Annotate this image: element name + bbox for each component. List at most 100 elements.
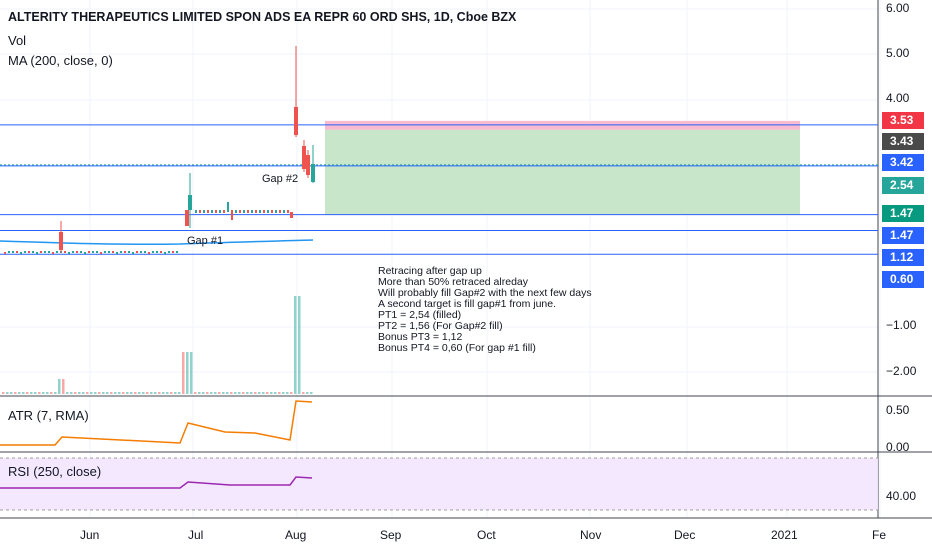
candle <box>267 210 269 213</box>
price-tag-stop: 3.53 <box>882 112 924 129</box>
candle <box>116 252 118 254</box>
candle <box>124 251 126 253</box>
candle <box>20 252 22 254</box>
candle <box>271 210 273 213</box>
candle <box>219 210 221 213</box>
rsi-axis-label: 40.00 <box>886 489 917 503</box>
volume-bar <box>34 392 37 394</box>
price-tag-level: 3.42 <box>882 154 924 171</box>
candle <box>136 251 138 253</box>
price-tag-level: 0.60 <box>882 271 924 288</box>
volume-bar <box>62 379 65 394</box>
volume-indicator-label[interactable]: Vol <box>8 33 27 48</box>
time-axis-label: Oct <box>477 528 496 542</box>
volume-bar <box>38 392 41 394</box>
volume-bar <box>246 392 249 394</box>
candle <box>247 210 249 213</box>
candle <box>259 210 261 213</box>
candle <box>199 210 201 213</box>
atr-axis-label: 0.00 <box>886 440 910 454</box>
volume-bar <box>254 392 257 394</box>
candle <box>164 252 166 254</box>
time-axis-label: 2021 <box>771 528 798 542</box>
volume-bar <box>162 392 165 394</box>
volume-bar <box>226 392 229 394</box>
volume-bar <box>42 392 45 394</box>
price-tag-pt1: 2.54 <box>882 177 924 194</box>
volume-bar <box>270 392 273 394</box>
volume-bar <box>54 392 57 394</box>
candle <box>104 251 106 253</box>
volume-bar <box>70 392 73 394</box>
volume-bar <box>146 392 149 394</box>
volume-bar <box>306 392 309 394</box>
price-tag-level: 1.12 <box>882 249 924 266</box>
time-axis-label: Jun <box>80 528 100 542</box>
note-line: Bonus PT3 = 1,12 <box>378 331 463 343</box>
volume-bar <box>194 392 197 394</box>
time-axis-label: Fe <box>872 528 887 542</box>
candle <box>72 251 74 253</box>
ma-line <box>0 239 314 246</box>
rsi-band <box>0 458 878 510</box>
rsi-pane-label[interactable]: RSI (250, close) <box>8 464 102 479</box>
volume-bar <box>110 392 113 394</box>
time-axis-label: Dec <box>674 528 696 542</box>
candle <box>311 164 315 182</box>
candle <box>4 252 6 254</box>
candle <box>52 252 54 254</box>
volume-bar <box>102 392 105 394</box>
volume-bar <box>218 392 221 394</box>
note-line: PT1 = 2,54 (filled) <box>378 309 462 321</box>
atr-line <box>0 400 313 446</box>
atr-pane-label[interactable]: ATR (7, RMA) <box>8 408 89 423</box>
volume-bar <box>134 392 137 394</box>
volume-bar <box>130 392 133 394</box>
volume-bar <box>22 392 25 394</box>
volume-bar <box>302 392 305 394</box>
gap1-label[interactable]: Gap #1 <box>187 235 224 247</box>
candle <box>235 210 237 213</box>
candle <box>32 251 34 253</box>
candle <box>100 252 102 254</box>
volume-bar <box>174 392 177 394</box>
candle <box>176 251 178 253</box>
volume-bar <box>202 392 205 394</box>
candle <box>211 210 213 213</box>
candle <box>195 210 197 213</box>
time-axis-label: Jul <box>188 528 204 542</box>
price-axis-label: 5.00 <box>886 46 910 60</box>
volume-bar <box>118 392 121 394</box>
volume-bar <box>66 392 69 394</box>
candle <box>306 155 310 175</box>
volume-bar <box>238 392 241 394</box>
chart-title: ALTERITY THERAPEUTICS LIMITED SPON ADS E… <box>8 10 517 24</box>
candle <box>223 210 225 213</box>
note-line: Bonus PT4 = 0,60 (For gap #1 fill) <box>378 342 536 354</box>
volume-bar <box>74 392 77 394</box>
volume-bar <box>206 392 209 394</box>
volume-bar <box>230 392 233 394</box>
note-line: More than 50% retraced alreday <box>378 276 528 288</box>
volume-bar <box>150 392 153 394</box>
candle <box>144 251 146 253</box>
gap2-label[interactable]: Gap #2 <box>262 173 299 185</box>
volume-bar <box>210 392 213 394</box>
volume-bar <box>90 392 93 394</box>
candle <box>44 251 46 253</box>
candle <box>251 210 253 213</box>
candle <box>302 146 306 169</box>
volume-bar <box>58 379 61 394</box>
volume-bar <box>234 392 237 394</box>
candle <box>36 252 38 254</box>
candle <box>207 210 209 213</box>
candle <box>112 251 114 253</box>
candle <box>239 210 241 213</box>
candle <box>28 251 30 253</box>
volume-bar <box>98 392 101 394</box>
volume-bar <box>282 392 285 394</box>
ma-indicator-label[interactable]: MA (200, close, 0) <box>8 53 113 68</box>
volume-bar <box>198 392 201 394</box>
trade-note-annotation[interactable]: Retracing after gap up More than 50% ret… <box>378 266 592 354</box>
